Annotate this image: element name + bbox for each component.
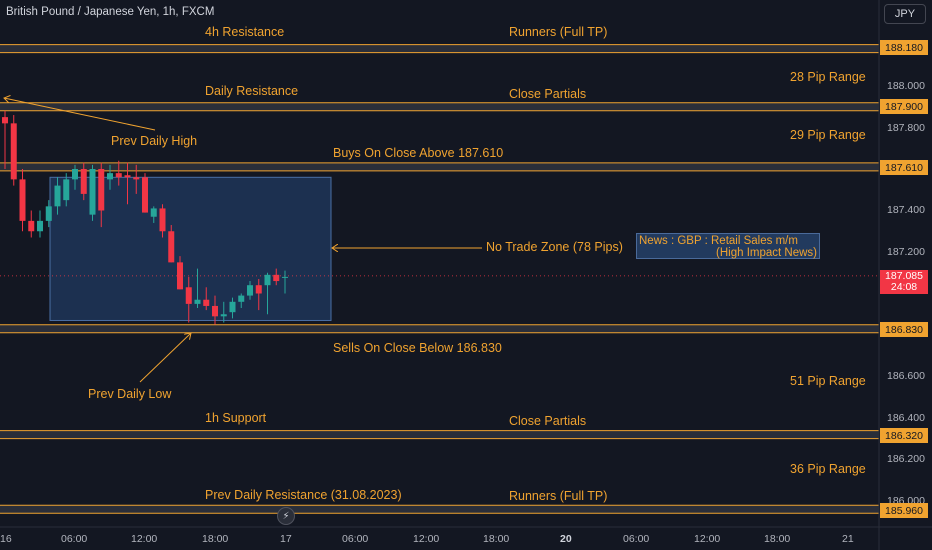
- level-line: [0, 504, 879, 514]
- level-1h-support-label: 1h Support: [205, 411, 267, 425]
- level-line: [0, 324, 879, 334]
- x-tick: 18:00: [483, 533, 510, 545]
- y-tick: 188.000: [887, 80, 925, 92]
- candle: [45, 200, 52, 228]
- candle: [115, 160, 122, 186]
- price-tag-185960: 185.960: [880, 503, 928, 518]
- current-price-value: 187.085: [885, 270, 923, 282]
- candle: [273, 268, 280, 286]
- x-tick: 20: [560, 533, 572, 545]
- candle: [177, 256, 183, 290]
- prev-daily-low-label: Prev Daily Low: [88, 387, 172, 401]
- candle: [89, 164, 96, 221]
- x-tick: 12:00: [694, 533, 721, 545]
- candle: [19, 169, 26, 232]
- price-tag-186320: 186.320: [880, 428, 928, 443]
- y-tick: 187.200: [887, 246, 925, 258]
- candle: [133, 164, 140, 194]
- candle: [194, 268, 201, 309]
- x-tick: 12:00: [131, 533, 158, 545]
- level-4h-resistance-label: 4h Resistance: [205, 25, 285, 39]
- candle-countdown: 24:08: [890, 281, 918, 293]
- candle: [63, 173, 70, 207]
- level-daily-resistance-label: Daily Resistance: [205, 84, 299, 98]
- candle: [150, 206, 157, 223]
- x-tick: 21: [842, 533, 854, 545]
- no-trade-zone-label: No Trade Zone (78 Pips): [486, 240, 623, 254]
- level-buys-label: Buys On Close Above 187.610: [333, 146, 504, 160]
- prev-daily-high-label: Prev Daily High: [111, 134, 198, 148]
- candle: [238, 293, 245, 309]
- candle: [28, 210, 35, 238]
- x-tick: 18:00: [764, 533, 791, 545]
- x-tick: 16: [0, 533, 12, 545]
- x-tick: 06:00: [623, 533, 650, 545]
- y-tick: 186.600: [887, 370, 925, 382]
- x-tick: 06:00: [61, 533, 88, 545]
- y-tick: 186.400: [887, 412, 925, 424]
- candle: [37, 210, 43, 238]
- prev-daily-high-arrow: [4, 98, 156, 131]
- level-line: [0, 430, 879, 440]
- candle: [168, 225, 175, 263]
- level-1h-support-note: Close Partials: [509, 414, 587, 428]
- lightning-icon[interactable]: ⚡︎: [277, 507, 295, 525]
- news-line-2: (High Impact News): [716, 247, 817, 259]
- price-tag-187900: 187.900: [880, 99, 928, 114]
- x-tick: 06:00: [342, 533, 369, 545]
- candle: [203, 287, 210, 311]
- candle: [159, 204, 166, 238]
- candle: [2, 110, 8, 169]
- candle: [107, 164, 113, 190]
- candle: [264, 272, 271, 315]
- news-line-1: News : GBP : Retail Sales m/m: [639, 235, 798, 247]
- candle: [282, 270, 288, 294]
- range-label-29: 29 Pip Range: [790, 128, 866, 142]
- level-daily-resistance-note: Close Partials: [509, 87, 587, 101]
- level-line: [0, 102, 879, 112]
- candle: [72, 164, 78, 190]
- candle: [54, 177, 61, 215]
- y-tick: 186.200: [887, 453, 925, 465]
- candle: [10, 115, 17, 186]
- range-label-51: 51 Pip Range: [790, 374, 866, 388]
- candle: [98, 162, 105, 228]
- level-line: [0, 44, 879, 54]
- candle: [80, 162, 87, 201]
- price-tag-186830: 186.830: [880, 322, 928, 337]
- x-tick: 17: [280, 533, 292, 545]
- current-price-tag: 187.085 24:08: [880, 270, 928, 294]
- candle: [247, 281, 253, 300]
- level-4h-resistance-note: Runners (Full TP): [509, 25, 608, 39]
- level-prev-daily-resistance-note: Runners (Full TP): [509, 489, 608, 503]
- y-tick: 187.800: [887, 122, 925, 134]
- candle: [220, 301, 227, 323]
- candle: [255, 278, 262, 311]
- range-label-36: 36 Pip Range: [790, 462, 866, 476]
- prev-daily-low-arrow: [139, 333, 191, 383]
- x-tick: 12:00: [413, 533, 440, 545]
- candle: [212, 295, 218, 325]
- range-label-28: 28 Pip Range: [790, 70, 866, 84]
- candle: [124, 162, 131, 205]
- news-callout: News : GBP : Retail Sales m/m (High Impa…: [636, 233, 820, 259]
- level-prev-daily-resistance-label: Prev Daily Resistance (31.08.2023): [205, 488, 402, 502]
- x-tick: 18:00: [202, 533, 229, 545]
- candle: [185, 276, 192, 323]
- price-tag-188180: 188.180: [880, 40, 928, 55]
- price-tag-187610: 187.610: [880, 160, 928, 175]
- level-line: [0, 162, 879, 172]
- y-tick: 187.400: [887, 204, 925, 216]
- candle: [142, 173, 148, 213]
- candle: [229, 297, 236, 319]
- symbol-title: British Pound / Japanese Yen, 1h, FXCM: [6, 6, 215, 18]
- level-sells-label: Sells On Close Below 186.830: [333, 341, 502, 355]
- currency-button[interactable]: JPY: [884, 4, 926, 24]
